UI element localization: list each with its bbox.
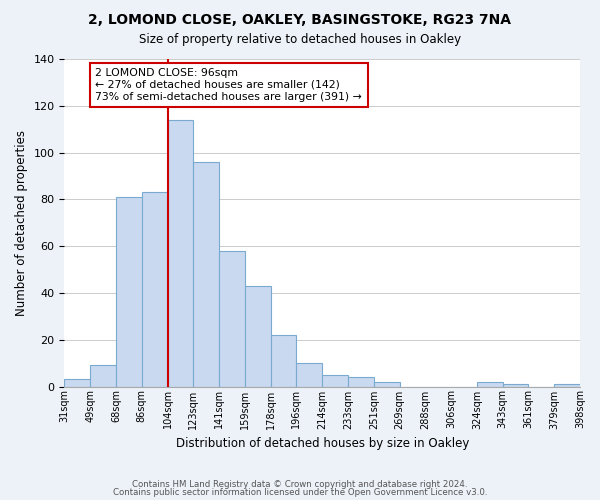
Bar <box>271 335 296 386</box>
Bar <box>142 192 167 386</box>
Bar <box>322 375 348 386</box>
Bar <box>554 384 580 386</box>
Bar <box>219 251 245 386</box>
Y-axis label: Number of detached properties: Number of detached properties <box>15 130 28 316</box>
Bar <box>245 286 271 386</box>
Bar <box>64 380 90 386</box>
Bar <box>167 120 193 386</box>
Text: 2, LOMOND CLOSE, OAKLEY, BASINGSTOKE, RG23 7NA: 2, LOMOND CLOSE, OAKLEY, BASINGSTOKE, RG… <box>89 12 511 26</box>
Text: Contains public sector information licensed under the Open Government Licence v3: Contains public sector information licen… <box>113 488 487 497</box>
Bar <box>348 377 374 386</box>
Text: Size of property relative to detached houses in Oakley: Size of property relative to detached ho… <box>139 32 461 46</box>
Bar <box>296 363 322 386</box>
Bar <box>477 382 503 386</box>
Bar <box>193 162 219 386</box>
Text: 2 LOMOND CLOSE: 96sqm
← 27% of detached houses are smaller (142)
73% of semi-det: 2 LOMOND CLOSE: 96sqm ← 27% of detached … <box>95 68 362 102</box>
X-axis label: Distribution of detached houses by size in Oakley: Distribution of detached houses by size … <box>176 437 469 450</box>
Bar <box>90 366 116 386</box>
Text: Contains HM Land Registry data © Crown copyright and database right 2024.: Contains HM Land Registry data © Crown c… <box>132 480 468 489</box>
Bar <box>374 382 400 386</box>
Bar <box>503 384 529 386</box>
Bar <box>116 197 142 386</box>
